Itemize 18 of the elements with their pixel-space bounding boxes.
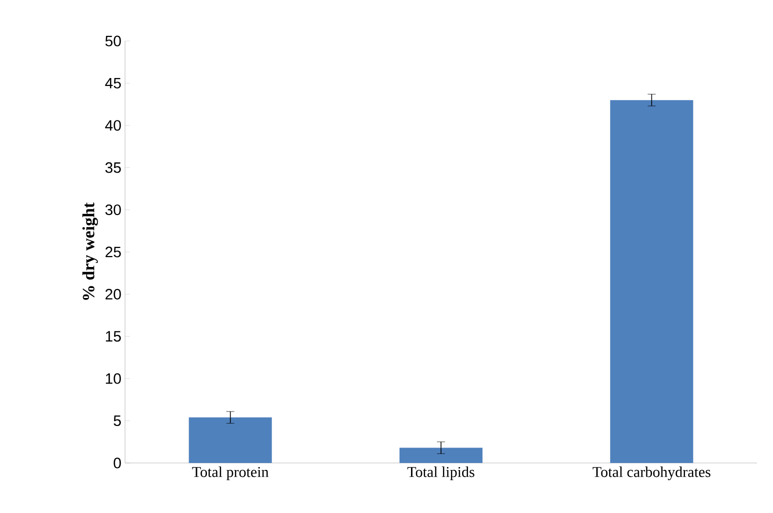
x-tick-label: Total carbohydrates [592, 466, 710, 480]
y-tick-label: 35 [105, 162, 121, 173]
y-tick-label: 30 [105, 204, 121, 216]
y-tick-label: 25 [106, 246, 121, 258]
y-tick-label: 15 [106, 331, 121, 342]
y-tick-label: 0 [114, 458, 121, 468]
y-tick-label: 50 [105, 36, 121, 46]
y-tick-label: 40 [105, 120, 121, 131]
y-tick-label: 20 [106, 288, 121, 300]
x-tick-label: Total protein [192, 466, 269, 480]
bar [610, 100, 694, 463]
y-tick-label: 45 [105, 78, 121, 88]
y-axis-title: % dry weight [82, 202, 98, 300]
y-tick-label: 10 [106, 373, 121, 384]
bar [188, 417, 272, 463]
y-tick-label: 5 [114, 416, 121, 426]
bar [400, 448, 483, 463]
x-tick-label: Total lipids [407, 466, 474, 480]
